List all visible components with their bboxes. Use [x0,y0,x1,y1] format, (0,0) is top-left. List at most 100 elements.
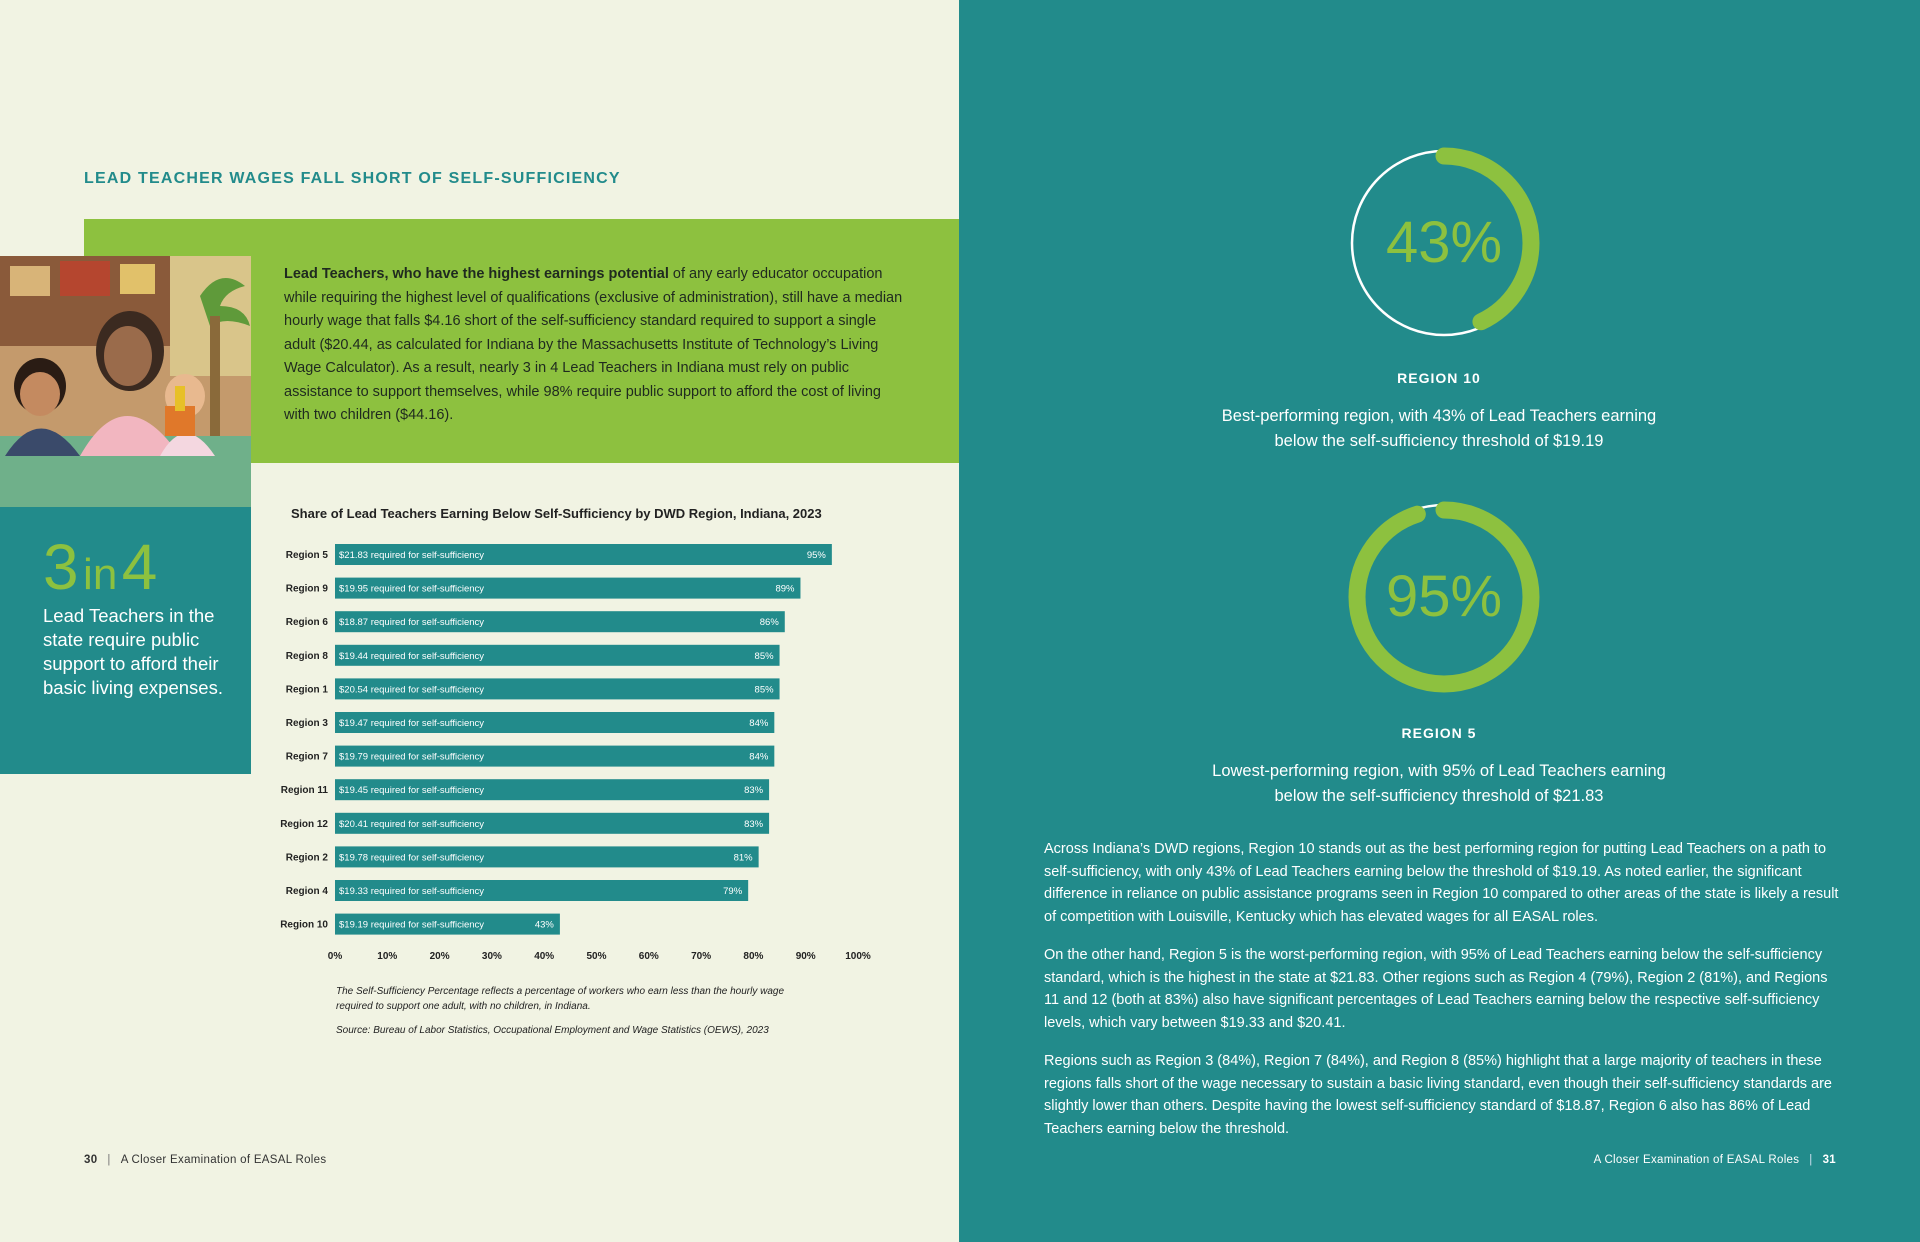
stat-num2: 4 [121,531,158,603]
region-5-desc-line2: below the self-sufficiency threshold of … [1274,787,1604,805]
bar-category-label: Region 6 [286,617,329,628]
bar-category-label: Region 5 [286,550,329,561]
footer-separator: | [107,1154,111,1166]
chart-title: Share of Lead Teachers Earning Below Sel… [291,506,822,521]
x-tick-label: 100% [845,951,871,962]
chart-note: The Self-Sufficiency Percentage reflects… [336,986,785,1012]
bar-region-2 [335,846,759,868]
bar-region-5 [335,544,832,565]
bar-category-label: Region 4 [286,886,329,897]
footer-left: 30 | A Closer Examination of EASAL Roles [84,1154,326,1166]
region-10-desc-line1: Best-performing region, with 43% of Lead… [1221,407,1657,425]
footer-title-right: A Closer Examination of EASAL Roles [1593,1154,1800,1166]
bar-category-label: Region 3 [286,718,329,729]
bar-inner-label: $19.45 required for self-sufficiency [339,785,484,796]
left-page: LEAD TEACHER WAGES FALL SHORT OF SELF-SU… [0,0,959,1242]
bar-category-label: Region 9 [286,584,329,595]
bar-region-7 [335,745,775,767]
bar-value-label: 89% [775,584,795,595]
footer-right: A Closer Examination of EASAL Roles | 31 [1594,1154,1836,1166]
bar-value-label: 84% [749,718,769,729]
footer-title-left: A Closer Examination of EASAL Roles [120,1154,327,1166]
bar-category-label: Region 7 [286,752,329,763]
bar-inner-label: $20.54 required for self-sufficiency [339,684,484,695]
bar-inner-label: $19.79 required for self-sufficiency [339,752,484,763]
region-10-label: REGION 10 [1397,370,1481,386]
bar-value-label: 84% [749,752,769,763]
page-number-left: 30 [84,1154,98,1166]
bar-value-label: 83% [744,819,764,830]
bar-value-label: 83% [744,785,764,796]
stat-figure: 3 in 4 [43,530,157,604]
region-10-desc-line2: below the self-sufficiency threshold of … [1274,432,1604,450]
x-tick-label: 90% [796,951,816,962]
right-page: 43% REGION 10 Best-performing region, wi… [959,0,1920,1242]
donut-value-region-10: 43% [1385,210,1503,275]
bar-inner-label: $19.78 required for self-sufficiency [339,852,484,863]
bar-value-label: 85% [755,651,775,662]
bar-region-9 [335,577,801,599]
section-title: LEAD TEACHER WAGES FALL SHORT OF SELF-SU… [84,170,621,187]
donut-region-10: 43% [1344,143,1544,343]
bar-value-label: 95% [807,550,827,561]
bar-inner-label: $20.41 required for self-sufficiency [339,819,484,830]
bar-region-4 [335,880,749,901]
x-tick-label: 60% [639,951,659,962]
bar-inner-label: $19.95 required for self-sufficiency [339,584,484,595]
bar-chart: Region 5 $21.83 required for self-suffici… [280,544,871,962]
region-5-label: REGION 5 [1401,725,1477,741]
bar-category-label: Region 12 [280,819,328,830]
donut1-arc [1348,147,1540,339]
bar-category-label: Region 11 [281,785,329,796]
bar-value-label: 79% [723,886,743,897]
bar-category-label: Region 1 [286,684,329,695]
x-tick-label: 40% [534,951,554,962]
stat-box [0,507,251,774]
region-10-description: Best-performing region, with 43% of Lead… [1189,404,1689,454]
bar-region-11 [335,779,770,801]
stat-num1: 3 [43,531,79,603]
region-5-desc-line1: Lowest-performing region, with 95% of Le… [1212,762,1666,780]
bar-region-1 [335,678,780,700]
bar-region-12 [335,812,770,834]
bar-inner-label: $19.19 required for self-sufficiency [339,920,484,931]
stat-in: in [83,550,118,599]
intro-rest: of any early educator occupation while r… [284,266,903,423]
bar-value-label: 81% [734,852,754,863]
classroom-photo [0,256,251,507]
bar-region-6 [335,611,785,633]
bar-category-label: Region 8 [286,651,329,662]
region-5-description: Lowest-performing region, with 95% of Le… [1189,759,1689,809]
chart-source: Source: Bureau of Labor Statistics, Occu… [336,1025,769,1036]
x-tick-label: 70% [691,951,711,962]
body-paragraph-3: Regions such as Region 3 (84%), Region 7… [1044,1053,1832,1137]
bar-value-label: 85% [755,684,775,695]
x-tick-label: 30% [482,951,502,962]
x-tick-label: 0% [328,951,343,962]
intro-paragraph: Lead Teachers, who have the highest earn… [284,263,904,428]
bar-value-label: 43% [535,920,555,931]
bar-category-label: Region 10 [280,920,328,931]
x-tick-label: 10% [377,951,397,962]
body-paragraph-1: Across Indiana’s DWD regions, Region 10 … [1044,841,1839,925]
x-tick-label: 50% [586,951,606,962]
page-number-right: 31 [1822,1154,1836,1166]
bar-inner-label: $19.33 required for self-sufficiency [339,886,484,897]
bar-category-label: Region 2 [286,852,329,863]
bar-inner-label: $19.47 required for self-sufficiency [339,718,484,729]
bar-inner-label: $19.44 required for self-sufficiency [339,651,484,662]
bar-region-3 [335,712,775,733]
intro-bold: Lead Teachers, who have the highest earn… [284,266,669,282]
bar-region-10 [335,913,560,935]
stat-text: Lead Teachers in the state require publi… [43,605,223,698]
footer-separator: | [1809,1154,1813,1166]
donut-region-5: 95% [1344,497,1544,697]
bar-inner-label: $21.83 required for self-sufficiency [339,550,484,561]
body-paragraph-2: On the other hand, Region 5 is the worst… [1044,947,1828,1031]
bar-region-8 [335,644,780,666]
x-tick-label: 80% [743,951,763,962]
donut2-arc [1348,501,1540,693]
x-tick-label: 20% [430,951,450,962]
bar-inner-label: $18.87 required for self-sufficiency [339,617,484,628]
bar-value-label: 86% [760,617,780,628]
